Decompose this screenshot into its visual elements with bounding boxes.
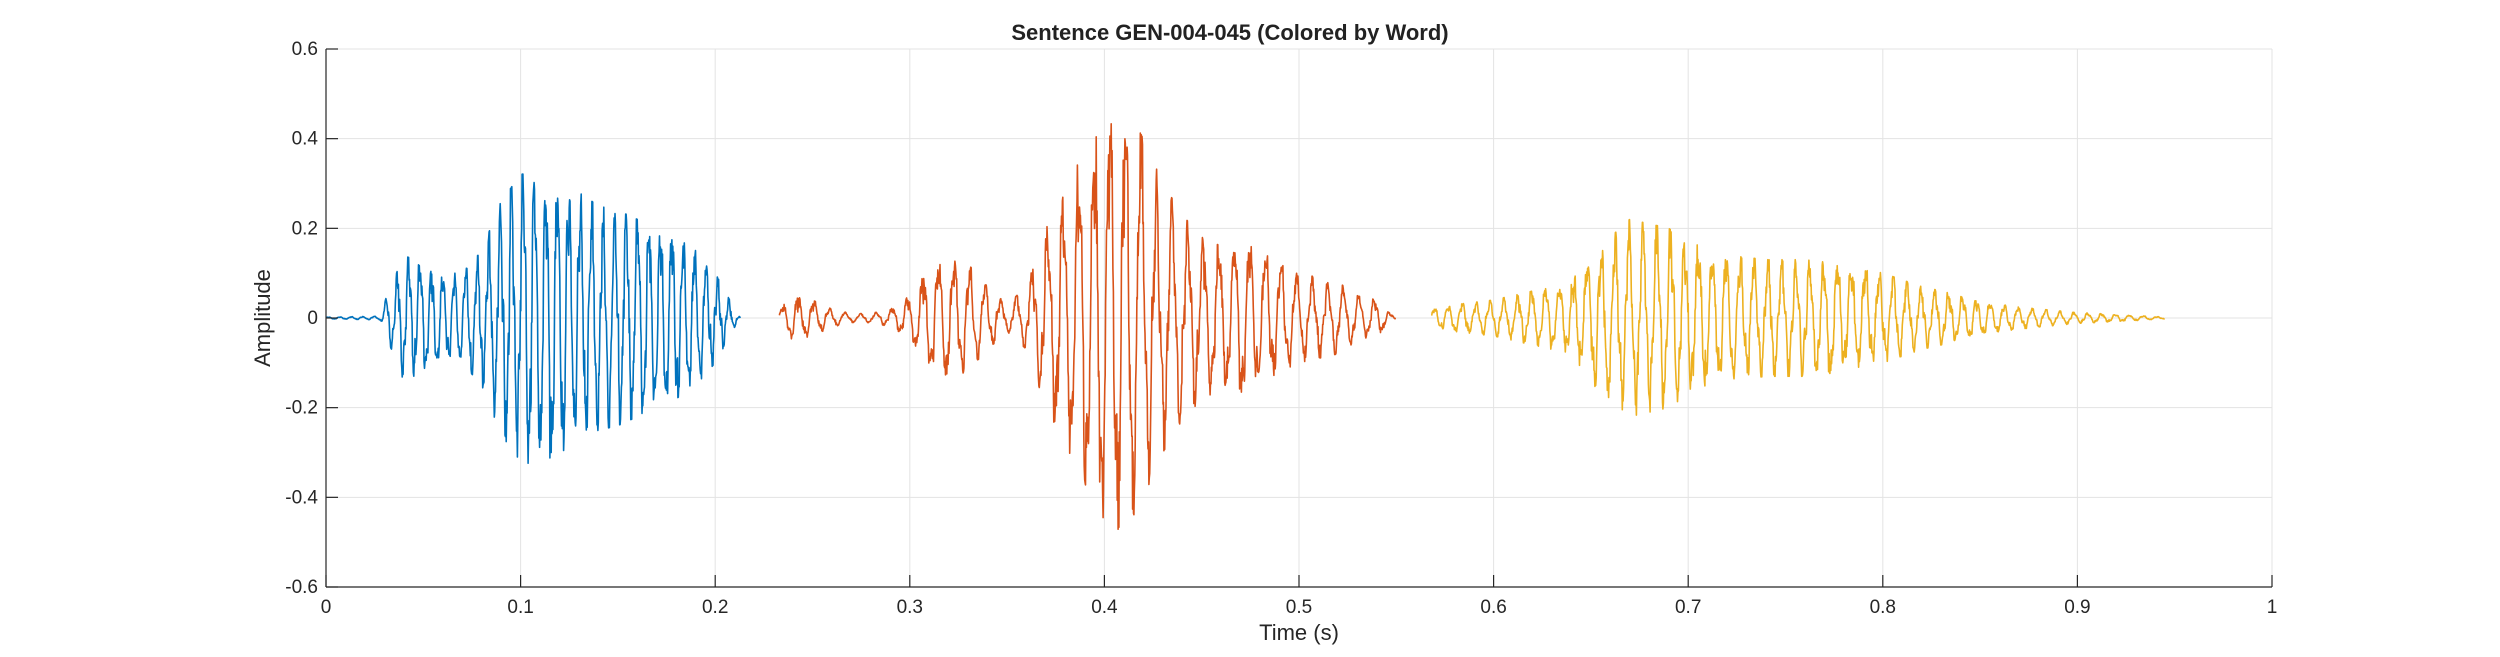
x-tick-label: 0.5 <box>1286 597 1312 618</box>
x-axis-label: Time (s) <box>1259 620 1339 645</box>
x-tick-label: 0.3 <box>897 597 923 618</box>
chart-title: Sentence GEN-004-045 (Colored by Word) <box>1011 20 1448 45</box>
x-tick-label: 0.7 <box>1675 597 1701 618</box>
waveform-word-3 <box>1430 218 2166 416</box>
x-tick-label: 1 <box>2267 597 2278 618</box>
y-tick-label: 0.4 <box>292 129 319 150</box>
x-tick-label: 0.6 <box>1480 597 1506 618</box>
waveform-series <box>325 123 2166 531</box>
waveform-word-2 <box>778 123 1397 531</box>
y-tick-label: -0.2 <box>285 398 318 419</box>
y-tick-label: 0 <box>307 308 318 329</box>
y-tick-label: -0.6 <box>285 577 318 598</box>
y-tick-label: 0.6 <box>292 39 318 60</box>
x-tick-label: 0.4 <box>1091 597 1118 618</box>
x-tick-label: 0.9 <box>2064 597 2090 618</box>
x-tick-label: 0.2 <box>702 597 728 618</box>
tick-labels: 0 0.1 0.2 0.3 0.4 0.5 0.6 0.7 0.8 0.9 1 -0.6 -0.4 -0.… <box>285 39 2277 618</box>
y-tick-label: 0.2 <box>292 218 318 239</box>
y-tick-label: -0.4 <box>285 487 318 508</box>
axes <box>325 48 2273 588</box>
x-tick-label: 0 <box>321 597 332 618</box>
waveform-word-1 <box>325 173 742 465</box>
x-tick-label: 0.1 <box>507 597 533 618</box>
x-tick-label: 0.8 <box>1870 597 1896 618</box>
y-axis-label: Amplitude <box>250 269 275 367</box>
